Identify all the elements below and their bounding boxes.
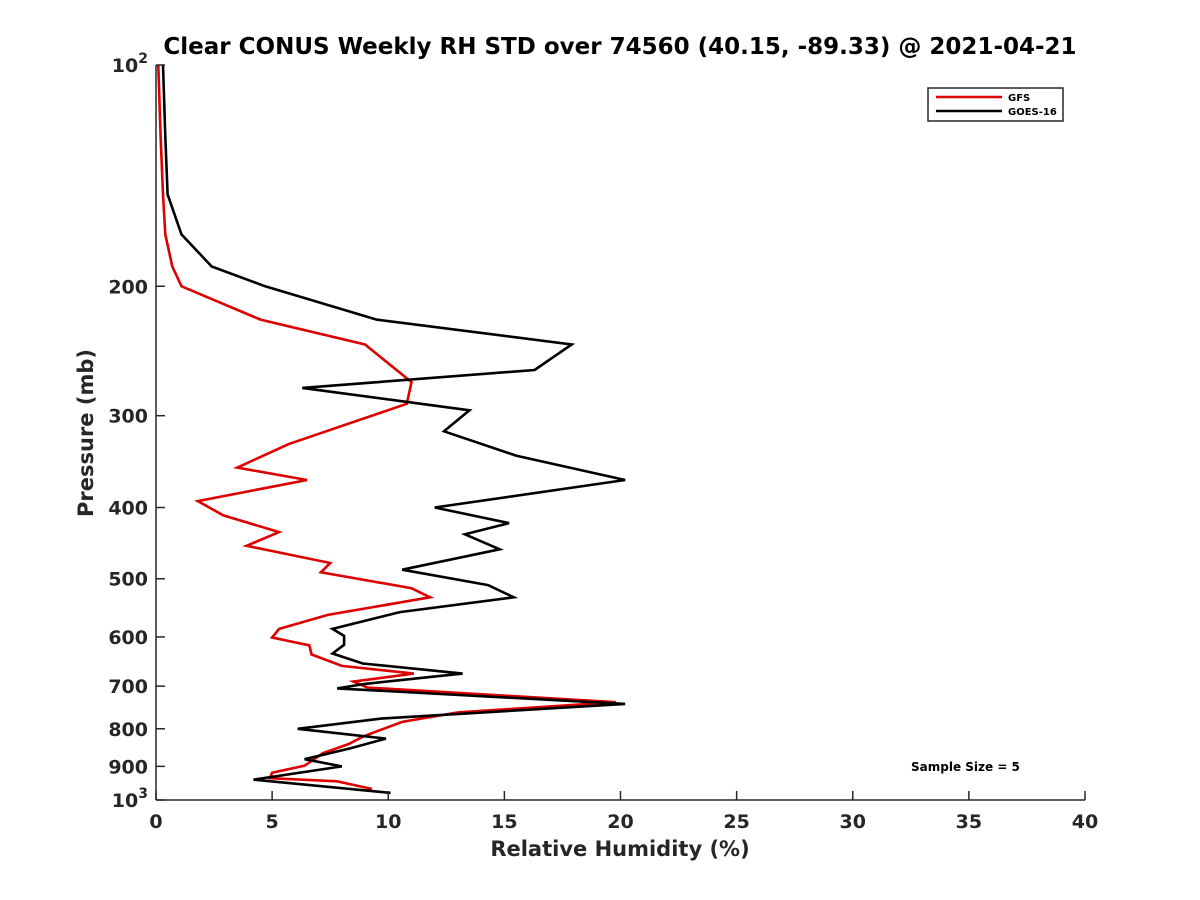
y-tick-label: 700 <box>108 676 148 698</box>
y-ticks: 102 200 300 400 500 600 700 800 900 103 <box>108 51 165 812</box>
y-tick-label: 103 <box>112 786 148 812</box>
series-line-goes-16 <box>161 64 626 795</box>
y-tick-label: 102 <box>112 51 148 77</box>
x-tick-label: 15 <box>491 811 517 833</box>
x-tick-label: 35 <box>956 811 982 833</box>
x-tick-label: 40 <box>1072 811 1098 833</box>
sample-size-annotation: Sample Size = 5 <box>911 760 1020 774</box>
legend-goes16-label: GOES-16 <box>1008 107 1057 118</box>
legend-gfs-label: GFS <box>1008 93 1030 104</box>
y-tick-label: 400 <box>108 498 148 520</box>
legend: GFS GOES-16 <box>927 87 1064 122</box>
y-tick-label: 900 <box>108 756 148 778</box>
y-axis-label: Pressure (mb) <box>74 349 98 517</box>
chart-title: Clear CONUS Weekly RH STD over 74560 (40… <box>163 34 1076 60</box>
y-tick-label: 600 <box>108 627 148 649</box>
y-tick-label: 300 <box>108 406 148 428</box>
x-tick-label: 20 <box>607 811 633 833</box>
x-ticks: 0 5 10 15 20 25 30 35 40 <box>149 791 1098 833</box>
x-tick-label: 0 <box>149 811 162 833</box>
x-tick-label: 25 <box>723 811 749 833</box>
x-tick-label: 5 <box>266 811 279 833</box>
x-tick-label: 10 <box>375 811 401 833</box>
y-tick-label: 800 <box>108 719 148 741</box>
series-layer <box>157 64 626 795</box>
series-line-gfs <box>157 64 616 791</box>
x-tick-label: 30 <box>840 811 866 833</box>
x-axis-label: Relative Humidity (%) <box>490 837 749 861</box>
axes <box>155 65 1085 801</box>
y-tick-label: 500 <box>108 569 148 591</box>
y-tick-label: 200 <box>108 276 148 298</box>
legend-box <box>927 87 1064 122</box>
